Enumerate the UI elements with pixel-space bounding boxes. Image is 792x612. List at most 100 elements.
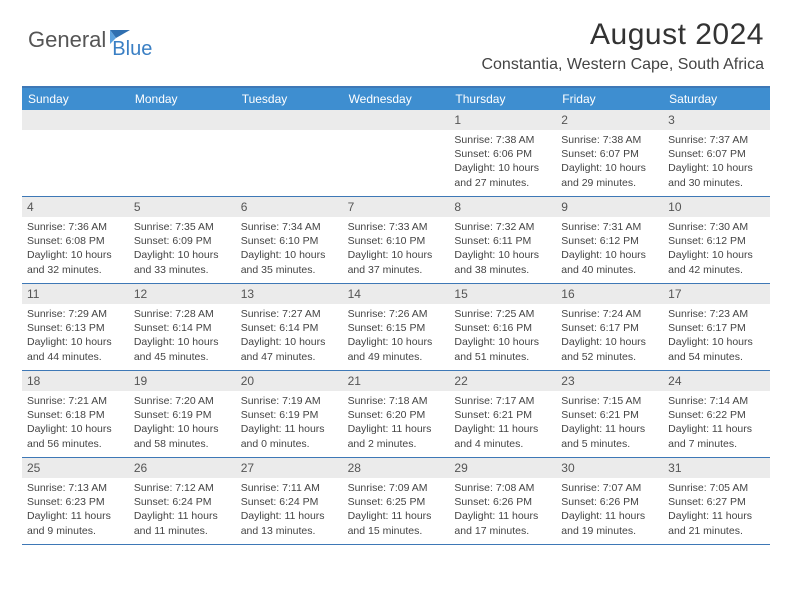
sunrise-text: Sunrise: 7:07 AM — [561, 481, 658, 495]
sunset-text: Sunset: 6:10 PM — [348, 234, 445, 248]
day-info: Sunrise: 7:15 AMSunset: 6:21 PMDaylight:… — [556, 391, 663, 456]
day-cell — [236, 110, 343, 196]
daylight-text: Daylight: 10 hours and 30 minutes. — [668, 161, 765, 189]
day-cell: 28Sunrise: 7:09 AMSunset: 6:25 PMDayligh… — [343, 458, 450, 544]
day-info: Sunrise: 7:30 AMSunset: 6:12 PMDaylight:… — [663, 217, 770, 282]
daylight-text: Daylight: 10 hours and 44 minutes. — [27, 335, 124, 363]
day-info: Sunrise: 7:29 AMSunset: 6:13 PMDaylight:… — [22, 304, 129, 369]
sunset-text: Sunset: 6:06 PM — [454, 147, 551, 161]
day-cell: 18Sunrise: 7:21 AMSunset: 6:18 PMDayligh… — [22, 371, 129, 457]
day-cell: 24Sunrise: 7:14 AMSunset: 6:22 PMDayligh… — [663, 371, 770, 457]
day-info: Sunrise: 7:31 AMSunset: 6:12 PMDaylight:… — [556, 217, 663, 282]
daylight-text: Daylight: 10 hours and 49 minutes. — [348, 335, 445, 363]
sunset-text: Sunset: 6:22 PM — [668, 408, 765, 422]
daylight-text: Daylight: 11 hours and 19 minutes. — [561, 509, 658, 537]
sunset-text: Sunset: 6:23 PM — [27, 495, 124, 509]
day-cell: 14Sunrise: 7:26 AMSunset: 6:15 PMDayligh… — [343, 284, 450, 370]
day-cell: 5Sunrise: 7:35 AMSunset: 6:09 PMDaylight… — [129, 197, 236, 283]
sunrise-text: Sunrise: 7:09 AM — [348, 481, 445, 495]
day-cell: 20Sunrise: 7:19 AMSunset: 6:19 PMDayligh… — [236, 371, 343, 457]
sunset-text: Sunset: 6:15 PM — [348, 321, 445, 335]
sunrise-text: Sunrise: 7:36 AM — [27, 220, 124, 234]
day-number: 11 — [22, 284, 129, 304]
sunset-text: Sunset: 6:13 PM — [27, 321, 124, 335]
day-cell: 23Sunrise: 7:15 AMSunset: 6:21 PMDayligh… — [556, 371, 663, 457]
day-cell — [343, 110, 450, 196]
daylight-text: Daylight: 10 hours and 38 minutes. — [454, 248, 551, 276]
day-number: 21 — [343, 371, 450, 391]
sunset-text: Sunset: 6:12 PM — [561, 234, 658, 248]
location-text: Constantia, Western Cape, South Africa — [481, 56, 764, 74]
sunrise-text: Sunrise: 7:24 AM — [561, 307, 658, 321]
daylight-text: Daylight: 10 hours and 35 minutes. — [241, 248, 338, 276]
day-info: Sunrise: 7:18 AMSunset: 6:20 PMDaylight:… — [343, 391, 450, 456]
day-info: Sunrise: 7:20 AMSunset: 6:19 PMDaylight:… — [129, 391, 236, 456]
day-cell: 16Sunrise: 7:24 AMSunset: 6:17 PMDayligh… — [556, 284, 663, 370]
daylight-text: Daylight: 11 hours and 21 minutes. — [668, 509, 765, 537]
day-number: 17 — [663, 284, 770, 304]
day-info: Sunrise: 7:26 AMSunset: 6:15 PMDaylight:… — [343, 304, 450, 369]
day-headers-row: Sunday Monday Tuesday Wednesday Thursday… — [22, 88, 770, 110]
day-number: 1 — [449, 110, 556, 130]
calendar: Sunday Monday Tuesday Wednesday Thursday… — [22, 86, 770, 545]
day-cell: 30Sunrise: 7:07 AMSunset: 6:26 PMDayligh… — [556, 458, 663, 544]
day-number: 31 — [663, 458, 770, 478]
day-number: 10 — [663, 197, 770, 217]
daylight-text: Daylight: 10 hours and 27 minutes. — [454, 161, 551, 189]
day-cell: 4Sunrise: 7:36 AMSunset: 6:08 PMDaylight… — [22, 197, 129, 283]
day-number — [22, 110, 129, 130]
day-info: Sunrise: 7:25 AMSunset: 6:16 PMDaylight:… — [449, 304, 556, 369]
day-number — [129, 110, 236, 130]
day-cell: 21Sunrise: 7:18 AMSunset: 6:20 PMDayligh… — [343, 371, 450, 457]
day-cell: 11Sunrise: 7:29 AMSunset: 6:13 PMDayligh… — [22, 284, 129, 370]
sunrise-text: Sunrise: 7:23 AM — [668, 307, 765, 321]
day-cell — [22, 110, 129, 196]
daylight-text: Daylight: 10 hours and 29 minutes. — [561, 161, 658, 189]
day-number: 30 — [556, 458, 663, 478]
day-number: 25 — [22, 458, 129, 478]
day-number: 15 — [449, 284, 556, 304]
day-info: Sunrise: 7:23 AMSunset: 6:17 PMDaylight:… — [663, 304, 770, 369]
sunset-text: Sunset: 6:24 PM — [134, 495, 231, 509]
day-number: 29 — [449, 458, 556, 478]
daylight-text: Daylight: 11 hours and 4 minutes. — [454, 422, 551, 450]
daylight-text: Daylight: 10 hours and 56 minutes. — [27, 422, 124, 450]
day-cell: 27Sunrise: 7:11 AMSunset: 6:24 PMDayligh… — [236, 458, 343, 544]
day-info: Sunrise: 7:24 AMSunset: 6:17 PMDaylight:… — [556, 304, 663, 369]
day-info: Sunrise: 7:35 AMSunset: 6:09 PMDaylight:… — [129, 217, 236, 282]
day-number: 24 — [663, 371, 770, 391]
sunrise-text: Sunrise: 7:11 AM — [241, 481, 338, 495]
daylight-text: Daylight: 11 hours and 2 minutes. — [348, 422, 445, 450]
sunset-text: Sunset: 6:07 PM — [668, 147, 765, 161]
sunset-text: Sunset: 6:21 PM — [454, 408, 551, 422]
day-header: Tuesday — [236, 88, 343, 110]
day-number: 14 — [343, 284, 450, 304]
day-info: Sunrise: 7:13 AMSunset: 6:23 PMDaylight:… — [22, 478, 129, 543]
day-cell: 3Sunrise: 7:37 AMSunset: 6:07 PMDaylight… — [663, 110, 770, 196]
day-info: Sunrise: 7:14 AMSunset: 6:22 PMDaylight:… — [663, 391, 770, 456]
day-cell: 7Sunrise: 7:33 AMSunset: 6:10 PMDaylight… — [343, 197, 450, 283]
daylight-text: Daylight: 10 hours and 33 minutes. — [134, 248, 231, 276]
logo: General Blue — [28, 18, 152, 61]
day-info: Sunrise: 7:21 AMSunset: 6:18 PMDaylight:… — [22, 391, 129, 456]
daylight-text: Daylight: 10 hours and 37 minutes. — [348, 248, 445, 276]
sunrise-text: Sunrise: 7:08 AM — [454, 481, 551, 495]
day-cell: 10Sunrise: 7:30 AMSunset: 6:12 PMDayligh… — [663, 197, 770, 283]
sunset-text: Sunset: 6:27 PM — [668, 495, 765, 509]
day-number — [343, 110, 450, 130]
day-info: Sunrise: 7:38 AMSunset: 6:06 PMDaylight:… — [449, 130, 556, 195]
day-cell: 2Sunrise: 7:38 AMSunset: 6:07 PMDaylight… — [556, 110, 663, 196]
daylight-text: Daylight: 10 hours and 47 minutes. — [241, 335, 338, 363]
day-number: 20 — [236, 371, 343, 391]
sunrise-text: Sunrise: 7:18 AM — [348, 394, 445, 408]
logo-text-general: General — [28, 27, 106, 53]
sunset-text: Sunset: 6:08 PM — [27, 234, 124, 248]
sunrise-text: Sunrise: 7:28 AM — [134, 307, 231, 321]
day-cell: 26Sunrise: 7:12 AMSunset: 6:24 PMDayligh… — [129, 458, 236, 544]
logo-text-blue: Blue — [112, 38, 152, 61]
sunrise-text: Sunrise: 7:20 AM — [134, 394, 231, 408]
day-info: Sunrise: 7:36 AMSunset: 6:08 PMDaylight:… — [22, 217, 129, 282]
sunrise-text: Sunrise: 7:05 AM — [668, 481, 765, 495]
daylight-text: Daylight: 11 hours and 9 minutes. — [27, 509, 124, 537]
daylight-text: Daylight: 10 hours and 58 minutes. — [134, 422, 231, 450]
